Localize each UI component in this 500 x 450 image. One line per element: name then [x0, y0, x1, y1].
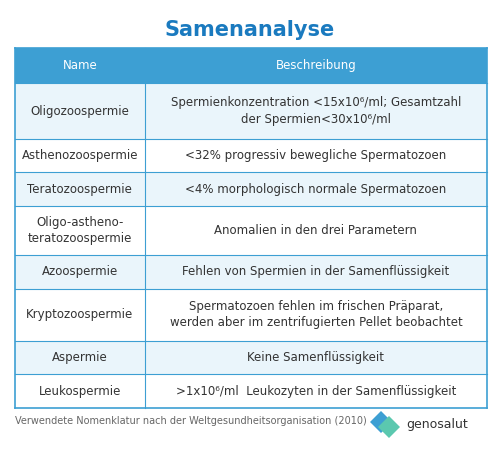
Bar [15, 206, 145, 255]
Text: <4% morphologisch normale Spermatozoen: <4% morphologisch normale Spermatozoen [186, 183, 446, 196]
Bar [145, 341, 487, 374]
Bar [15, 288, 145, 341]
Text: Asthenozoospermie: Asthenozoospermie [22, 149, 138, 162]
Bar [145, 288, 487, 341]
Bar [145, 206, 487, 255]
Text: Spermatozoen fehlen im frischen Präparat,
werden aber im zentrifugierten Pellet : Spermatozoen fehlen im frischen Präparat… [170, 300, 463, 329]
Text: Fehlen von Spermien in der Samenflüssigkeit: Fehlen von Spermien in der Samenflüssigk… [182, 265, 450, 278]
Text: <32% progressiv bewegliche Spermatozoen: <32% progressiv bewegliche Spermatozoen [186, 149, 446, 162]
Polygon shape [370, 411, 392, 433]
Text: Samenanalyse: Samenanalyse [165, 20, 335, 40]
Bar [145, 83, 487, 139]
Bar [145, 48, 487, 83]
Text: Beschreibung: Beschreibung [276, 59, 356, 72]
Text: Verwendete Nomenklatur nach der Weltgesundheitsorganisation (2010): Verwendete Nomenklatur nach der Weltgesu… [15, 416, 367, 426]
Text: >1x10⁶/ml  Leukozyten in der Samenflüssigkeit: >1x10⁶/ml Leukozyten in der Samenflüssig… [176, 385, 456, 398]
Text: Kryptozoospermie: Kryptozoospermie [26, 308, 134, 321]
Text: Leukospermie: Leukospermie [38, 385, 121, 398]
Bar [15, 374, 145, 408]
Bar [145, 139, 487, 172]
Bar [145, 374, 487, 408]
Text: Keine Samenflüssigkeit: Keine Samenflüssigkeit [248, 351, 384, 364]
Text: Azoospermie: Azoospermie [42, 265, 118, 278]
Bar [145, 172, 487, 206]
Text: genosalut: genosalut [406, 418, 468, 431]
Bar [15, 341, 145, 374]
Text: Name: Name [62, 59, 98, 72]
Bar [15, 83, 145, 139]
Bar [15, 139, 145, 172]
Text: Oligo-astheno-
teratozoospermie: Oligo-astheno- teratozoospermie [28, 216, 132, 245]
Text: Anomalien in den drei Parametern: Anomalien in den drei Parametern [214, 224, 418, 237]
Polygon shape [378, 416, 400, 438]
Text: Teratozoospermie: Teratozoospermie [28, 183, 132, 196]
Text: Aspermie: Aspermie [52, 351, 108, 364]
Bar [15, 48, 145, 83]
Bar [145, 255, 487, 288]
Bar [15, 172, 145, 206]
Text: Oligozoospermie: Oligozoospermie [30, 104, 130, 117]
Text: Spermienkonzentration <15x10⁶/ml; Gesamtzahl
der Spermien<30x10⁶/ml: Spermienkonzentration <15x10⁶/ml; Gesamt… [170, 96, 461, 126]
Bar [15, 255, 145, 288]
